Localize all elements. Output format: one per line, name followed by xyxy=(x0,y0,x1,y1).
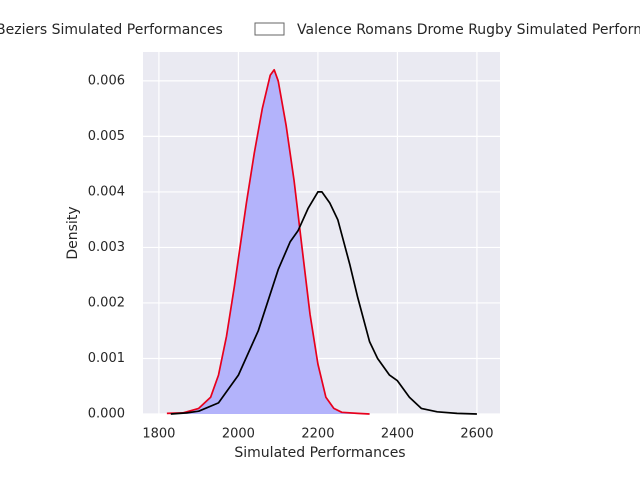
legend-swatch xyxy=(254,22,285,36)
y-tick-label: 0.001 xyxy=(88,351,125,366)
y-tick-label: 0.005 xyxy=(88,129,125,144)
y-tick-label: 0.003 xyxy=(88,240,125,255)
x-tick-label: 1800 xyxy=(142,427,175,442)
x-tick-label: 2000 xyxy=(222,427,255,442)
x-axis-label: Simulated Performances xyxy=(234,445,405,461)
y-tick-label: 0.002 xyxy=(88,295,125,310)
x-tick-label: 2600 xyxy=(460,427,493,442)
legend-label: Valence Romans Drome Rugby Simulated Per… xyxy=(297,22,640,38)
legend-label: Beziers Simulated Performances xyxy=(0,22,223,38)
y-axis-label: Density xyxy=(65,206,81,259)
y-tick-label: 0.000 xyxy=(88,407,125,422)
x-tick-label: 2200 xyxy=(301,427,334,442)
line xyxy=(170,191,477,415)
area xyxy=(166,69,370,415)
line xyxy=(166,68,370,415)
y-tick-label: 0.006 xyxy=(88,73,125,88)
plot-background xyxy=(143,52,500,414)
y-tick-label: 0.004 xyxy=(88,184,125,199)
x-tick-label: 2400 xyxy=(381,427,414,442)
